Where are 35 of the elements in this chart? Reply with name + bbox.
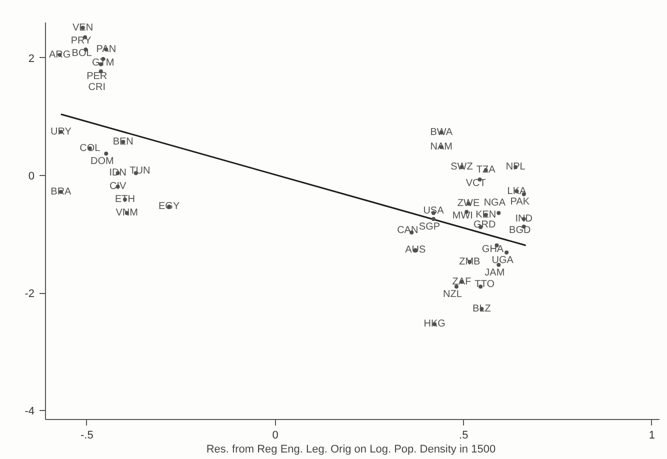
y-tick-label: 0	[28, 170, 35, 182]
data-label: DOM	[90, 156, 114, 168]
data-label: PAK	[510, 196, 530, 208]
data-label: CRI	[88, 82, 106, 93]
x-tick-label: .5	[459, 430, 468, 442]
data-label: CAN	[397, 224, 418, 236]
data-label: PER	[86, 70, 108, 82]
data-label: TUN	[130, 166, 150, 177]
point	[504, 250, 509, 254]
data-label: USA	[423, 206, 444, 217]
data-label: SGP	[418, 221, 440, 232]
x-tick-label: 1	[648, 430, 656, 442]
data-label: TTO	[474, 279, 495, 290]
data-label: AUS	[405, 244, 426, 256]
data-label: NGA	[484, 198, 506, 209]
point	[496, 211, 501, 216]
data-label: NZL	[443, 289, 462, 300]
point	[431, 216, 436, 221]
x-tick-label: 0	[272, 430, 278, 442]
y-tick-label: -2	[24, 288, 34, 300]
data-label: BOL	[72, 48, 92, 60]
data-label: MWI	[452, 210, 473, 222]
data-label: GRD	[473, 220, 496, 231]
point	[454, 284, 458, 289]
point	[104, 152, 108, 156]
data-label: GHA	[482, 244, 504, 255]
data-label: JAM	[484, 267, 505, 278]
data-label: EGY	[158, 201, 180, 212]
data-label: BGD	[509, 225, 531, 236]
data-label: UGA	[492, 254, 514, 266]
x-axis-title: Res. from Reg Eng. Leg. Orig on Log. Pop. Density in 1500	[206, 444, 496, 456]
x-tick-label: -.5	[80, 430, 94, 442]
y-tick-label: 2	[28, 52, 35, 65]
y-tick-label: -4	[24, 406, 34, 418]
data-label: COL	[80, 142, 101, 154]
